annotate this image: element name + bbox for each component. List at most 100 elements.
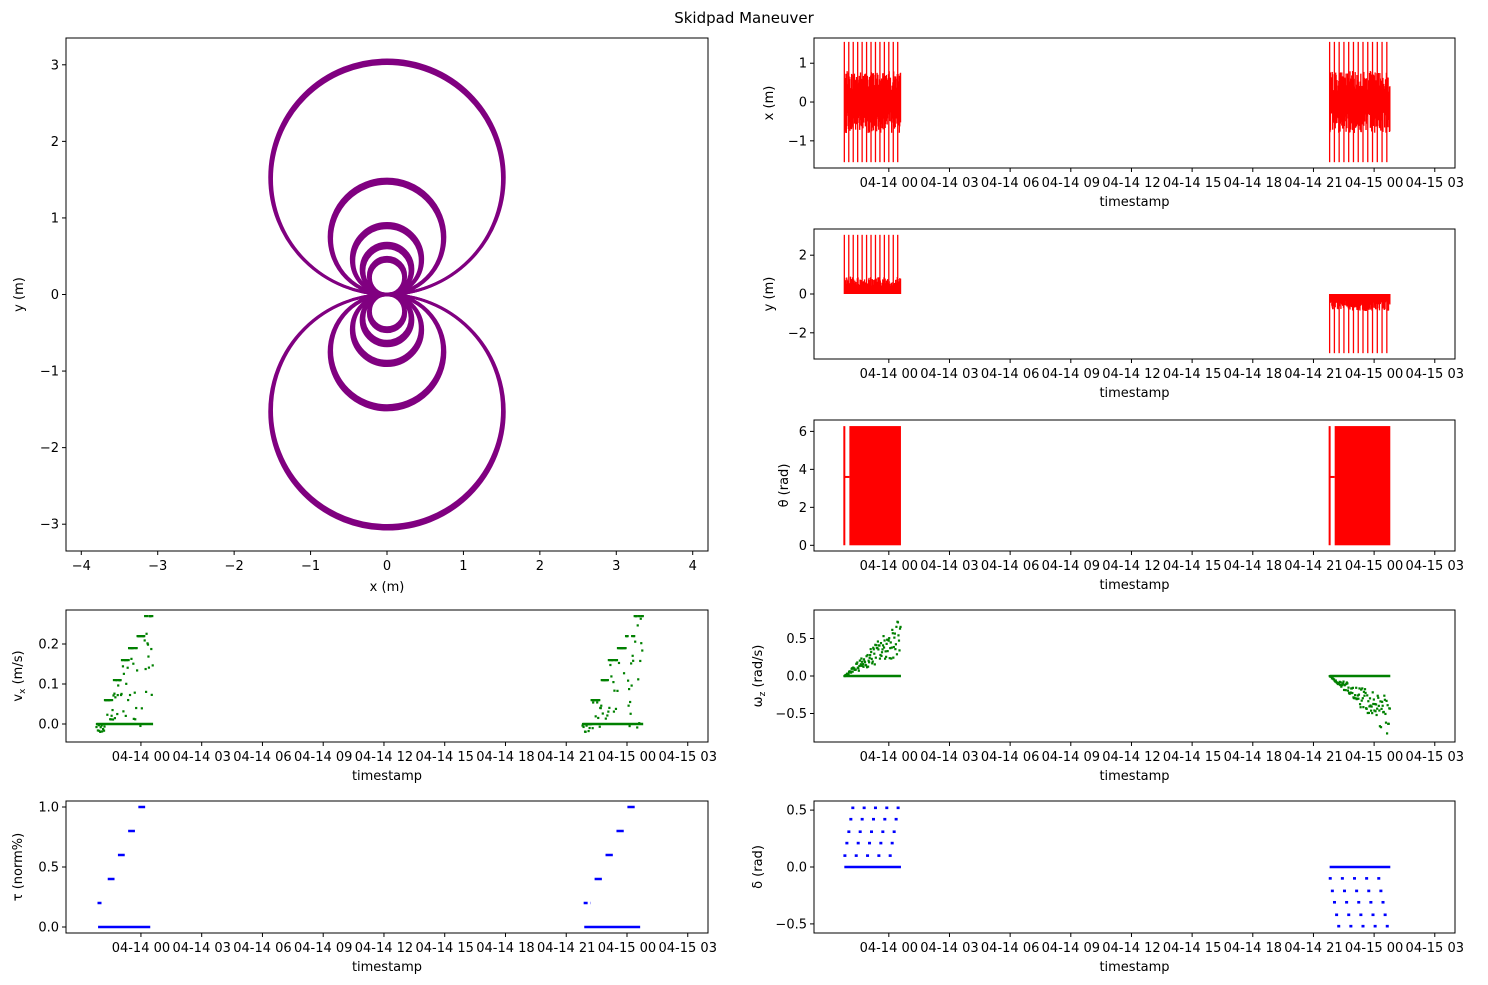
wz-point xyxy=(872,648,875,651)
wz-point xyxy=(1373,709,1376,712)
wz-point xyxy=(1369,704,1372,707)
vx-point xyxy=(636,624,639,627)
vx-point xyxy=(112,679,116,682)
y-axis-label: y (m) xyxy=(12,277,27,312)
wz-point xyxy=(1353,696,1356,700)
wz-point xyxy=(1341,682,1345,685)
vx-point xyxy=(585,724,588,727)
trajectory-panel: −4 −3 −2 −1 0 1 2 3 4 −3 −2 −1 0 1 2 3 x (m) y (m) xyxy=(12,37,709,595)
delta-point xyxy=(1365,877,1369,880)
panels: −4 −3 −2 −1 0 1 2 3 4 −3 −2 −1 0 1 2 3 x (m) y (m) −1 0 1 04-… xyxy=(11,37,1464,975)
x-tick-label: 04-14 06 xyxy=(981,559,1039,574)
wz-point xyxy=(890,657,893,660)
vx-point xyxy=(103,725,106,728)
x-axis-label: timestamp xyxy=(1099,386,1169,401)
wz-point xyxy=(1353,694,1357,697)
x-tick-label: 04-14 06 xyxy=(981,176,1039,191)
wz-point xyxy=(1383,694,1386,697)
x-tick-label: 04-14 15 xyxy=(1163,750,1221,765)
delta-point xyxy=(894,817,898,821)
x-axis-label: timestamp xyxy=(352,960,422,975)
vx-point xyxy=(630,684,633,687)
x-tick-label: 04-14 15 xyxy=(415,941,473,956)
vx-point xyxy=(121,659,124,662)
wz-point xyxy=(1366,711,1369,715)
y-tick-label: −0.5 xyxy=(775,917,807,932)
vx-point xyxy=(613,689,616,692)
delta-point xyxy=(845,841,849,845)
wz-point xyxy=(1339,681,1342,684)
x-tick-label: 04-14 12 xyxy=(1102,750,1160,765)
wz-point xyxy=(891,628,894,631)
delta-point xyxy=(896,806,900,810)
wz-point xyxy=(1379,700,1382,703)
vx-point xyxy=(607,710,610,713)
vx-point xyxy=(144,667,147,671)
wz-point xyxy=(885,655,888,658)
wz-point xyxy=(1376,707,1379,710)
wz-point xyxy=(847,673,850,676)
delta-point xyxy=(1347,913,1351,917)
x-tick-label: 04-14 21 xyxy=(1284,559,1342,574)
wz-point xyxy=(867,665,870,668)
vx-point xyxy=(639,659,642,663)
delta-point xyxy=(892,830,896,834)
vx-point xyxy=(145,632,148,635)
y-tick-label: 0.1 xyxy=(38,678,59,693)
figure-title: Skidpad Maneuver xyxy=(674,9,814,27)
x-tick-label: −2 xyxy=(225,559,244,574)
vx-point xyxy=(598,725,601,728)
x-tick-label: 04-14 00 xyxy=(860,176,918,191)
delta-point xyxy=(868,841,872,845)
delta-point xyxy=(1367,889,1371,893)
delta-point xyxy=(854,854,858,857)
wz-point xyxy=(889,641,892,644)
y-tick-label: 0 xyxy=(799,288,807,303)
vx-point xyxy=(596,701,599,704)
delta-point xyxy=(879,841,883,845)
wz-point xyxy=(1354,697,1357,700)
wz-point xyxy=(1381,700,1384,703)
x-tick-label: 04-14 00 xyxy=(112,941,170,956)
vx-point xyxy=(617,661,621,665)
delta-point xyxy=(1332,900,1336,904)
vx-point xyxy=(135,647,138,650)
vx-point xyxy=(111,708,114,712)
wz-point xyxy=(1368,697,1372,700)
vx-point xyxy=(150,693,153,696)
x-axis-label: timestamp xyxy=(1099,769,1169,784)
x-tick-label: 04-14 18 xyxy=(1224,367,1282,382)
x-tick-label: 04-14 06 xyxy=(981,367,1039,382)
x-tick-label: 04-15 00 xyxy=(1345,367,1403,382)
y-axis-label: vx (m/s) xyxy=(11,650,28,701)
wz-point xyxy=(1372,702,1375,706)
vx-point xyxy=(116,712,119,716)
wz-point xyxy=(1378,709,1381,712)
x-tick-label: 04-14 09 xyxy=(1042,559,1100,574)
wz-point xyxy=(880,651,884,654)
wz-point xyxy=(895,625,898,628)
vx-point xyxy=(594,715,597,718)
delta-point xyxy=(1340,877,1344,880)
vx-point xyxy=(124,714,127,717)
x-tick-label: 04-14 12 xyxy=(1102,367,1160,382)
x-tick-label: 04-14 15 xyxy=(415,750,473,765)
vx-point xyxy=(136,669,139,672)
wz-point xyxy=(877,648,880,651)
wz-point xyxy=(873,652,876,655)
vx-point xyxy=(109,699,112,702)
x-axis-label: timestamp xyxy=(1099,960,1169,975)
vx-point xyxy=(144,690,148,693)
vx-point xyxy=(127,659,130,662)
wz-point xyxy=(876,646,879,650)
y-tick-label: 2 xyxy=(799,249,807,264)
x-tick-label: 04-14 18 xyxy=(1224,941,1282,956)
delta-point xyxy=(871,817,875,821)
y-tick-label: 6 xyxy=(799,425,807,440)
wz-point xyxy=(1338,680,1341,683)
vx-point xyxy=(132,717,135,720)
delta-panel: −0.50.00.504-14 00 04-14 03 04-14 06 04-14 … xyxy=(751,800,1464,975)
y-tick-label: 0.2 xyxy=(38,638,59,653)
vx-point xyxy=(608,706,611,709)
x-tick-label: 04-14 21 xyxy=(1284,750,1342,765)
